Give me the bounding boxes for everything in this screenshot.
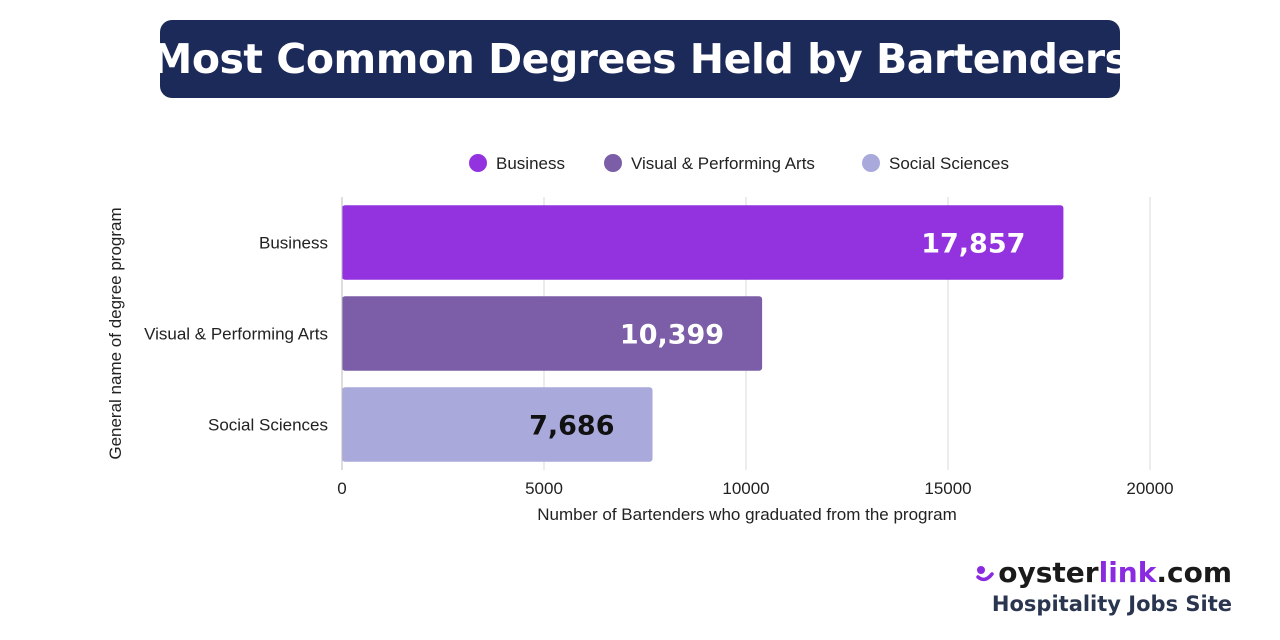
data-label: 10,399 — [620, 320, 724, 351]
legend-marker — [862, 154, 880, 172]
logo-brand-prefix: oyster — [998, 556, 1099, 589]
bar — [342, 205, 1064, 280]
x-axis-title: Number of Bartenders who graduated from … — [537, 505, 957, 524]
category-label: Business — [259, 234, 328, 253]
x-tick-label: 0 — [337, 479, 346, 498]
logo-brand-accent: link — [1098, 556, 1157, 589]
x-tick-label: 5000 — [525, 479, 563, 498]
legend-label: Social Sciences — [889, 154, 1009, 173]
chart-title: Most Common Degrees Held by Bartenders — [151, 35, 1129, 83]
legend-label: Visual & Performing Arts — [631, 154, 815, 173]
logo-wordmark: oyster link .com — [974, 556, 1232, 590]
legend-marker — [604, 154, 622, 172]
bar — [342, 296, 763, 371]
legend-label: Business — [496, 154, 565, 173]
legend-marker — [469, 154, 487, 172]
data-label: 17,857 — [921, 229, 1025, 260]
title-banner: Most Common Degrees Held by Bartenders — [152, 20, 1129, 98]
x-tick-label: 15000 — [924, 479, 971, 498]
y-axis-title: General name of degree program — [106, 207, 125, 459]
x-tick-label: 10000 — [722, 479, 769, 498]
oysterlink-logo: oyster link .com Hospitality Jobs Site — [974, 556, 1232, 616]
logo-tagline: Hospitality Jobs Site — [991, 592, 1232, 616]
x-tick-label: 20000 — [1126, 479, 1173, 498]
category-label: Visual & Performing Arts — [144, 325, 328, 344]
logo-brand-suffix: .com — [1156, 556, 1232, 589]
category-label: Social Sciences — [208, 416, 328, 435]
oysterlink-mark-icon — [976, 566, 994, 582]
data-label: 7,686 — [529, 411, 614, 442]
bar — [342, 387, 653, 462]
